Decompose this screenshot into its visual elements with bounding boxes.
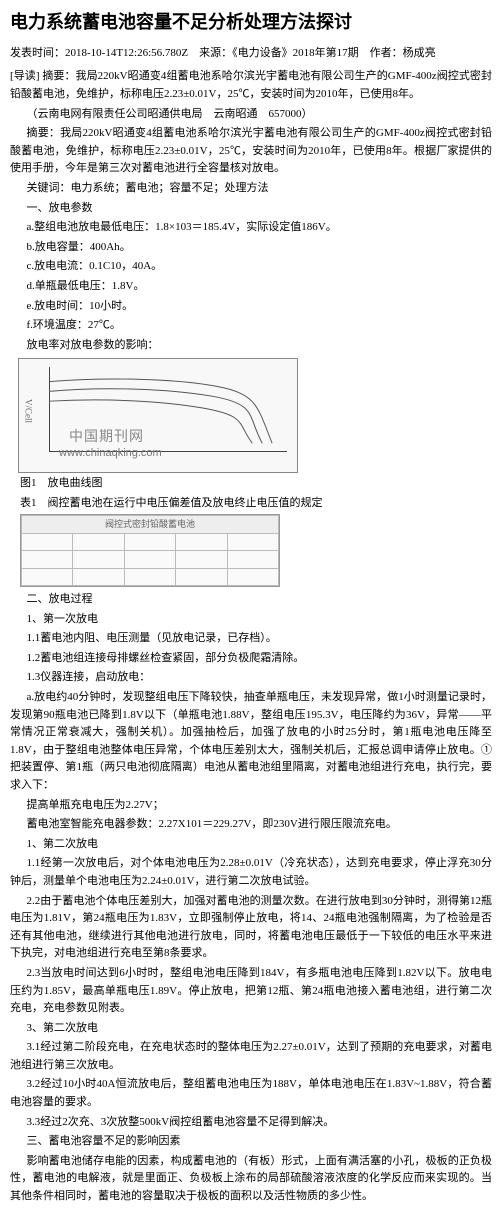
sec-3: 3、第二次放电 — [10, 1020, 492, 1038]
section-1-heading: 一、放电参数 — [10, 200, 492, 218]
keywords: 关键词：电力系统；蓄电池；容量不足；处理方法 — [10, 180, 492, 198]
p-2-2-3: 2.3当放电时间达到6小时时，整组电池电压降到184V，有多瓶电池电压降到1.8… — [10, 965, 492, 1018]
param-b: b.放电容量：400Ah。 — [10, 239, 492, 257]
discharge-curve-chart: V/Cell 中国期刊网 www.chinaqking.com — [18, 358, 298, 473]
keywords-text: 电力系统；蓄电池；容量不足；处理方法 — [71, 182, 269, 194]
sec-2-1: 1、第一次放电 — [10, 611, 492, 629]
article-meta: 发表时间：2018-10-14T12:26:56.780Z 来源：《电力设备》2… — [10, 45, 492, 63]
param-a: a.整组电池放电最低电压：1.8×103＝185.4V，实际设定值186V。 — [10, 219, 492, 237]
param-e: e.放电时间：10小时。 — [10, 298, 492, 316]
article-title: 电力系统蓄电池容量不足分析处理方法探讨 — [10, 8, 492, 37]
p-2-1-1: 1.1蓄电池内阻、电压测量（见放电记录，已存档）。 — [10, 630, 492, 648]
affiliation: （云南电网有限责任公司昭通供电局 云南昭通 657000） — [10, 106, 492, 124]
p-3-2: 3.2经过10小时40A恒流放电后，整组蓄电池电压为188V，单体电池电压在1.… — [10, 1076, 492, 1111]
p-3-1: 3.1经过第二阶段充电，在充电状态时的整体电压为2.27±0.01V，达到了预期… — [10, 1039, 492, 1074]
param-d: d.单瓶最低电压：1.8V。 — [10, 278, 492, 296]
p-2-1-3b: 提高单瓶充电电压为2.27V； — [10, 797, 492, 815]
table-1-caption: 表1 阀控蓄电池在运行中电压偏差值及放电终止电压值的规定 — [20, 495, 492, 513]
param-g: 放电率对放电参数的影响： — [10, 337, 492, 355]
p-2-2-2: 2.2由于蓄电池个体电压差别大，加强对蓄电池的测量次数。在进行放电到30分钟时，… — [10, 893, 492, 963]
table-header-cell: 阀控式密封铅酸蓄电池 — [22, 516, 279, 533]
chart-y-axis-label: V/Cell — [21, 399, 35, 423]
param-c: c.放电电流：0.1C10，40A。 — [10, 258, 492, 276]
lead-paragraph: [导读] 摘要：我局220kV昭通变4组蓄电池系哈尔滨光宇蓄电池有限公司生产的G… — [10, 68, 492, 103]
p-2-1-3: 1.3仪器连接，启动放电： — [10, 669, 492, 687]
keywords-label: 关键词： — [27, 182, 71, 194]
p-3-3: 3.3经过2次充、3次放整500kV阀控组蓄电池容量不足得到解决。 — [10, 1114, 492, 1132]
abstract-label: 摘要： — [27, 127, 61, 139]
figure-1-caption: 图1 放电曲线图 — [20, 475, 492, 493]
chart-watermark-url: www.chinaqking.com — [59, 445, 162, 463]
p-2-1-3c: 蓄电池室智能充电器参数：2.27X101＝229.27V，即230V进行限压限流… — [10, 816, 492, 834]
param-f: f.环境温度：27℃。 — [10, 317, 492, 335]
abstract-text: 我局220kV昭通变4组蓄电池系哈尔滨光宇蓄电池有限公司生产的GMF-400z阀… — [10, 127, 492, 174]
p-2-1-3a: a.放电约40分钟时，发现整组电压下降较快，抽查单瓶电压，未发现异常，做1小时测… — [10, 689, 492, 795]
section-4-heading: 三、蓄电池容量不足的影响因素 — [10, 1133, 492, 1151]
sec-2-2a: 1、第二次放电 — [10, 836, 492, 854]
p-2-2-1: 1.1经第一次放电后，对个体电池电压为2.28±0.01V（冷充状态），达到充电… — [10, 855, 492, 890]
p-4-1: 影响蓄电池储存电能的因素，构成蓄电池的（有板）形式，上面有满活塞的小孔，极板的正… — [10, 1153, 492, 1206]
section-2-heading: 二、放电过程 — [10, 591, 492, 609]
table-1: 阀控式密封铅酸蓄电池 — [20, 514, 280, 587]
abstract: 摘要：我局220kV昭通变4组蓄电池系哈尔滨光宇蓄电池有限公司生产的GMF-40… — [10, 125, 492, 178]
p-2-1-2: 1.2蓄电池组连接母排螺丝检查紧固，部分负极爬霜清除。 — [10, 650, 492, 668]
